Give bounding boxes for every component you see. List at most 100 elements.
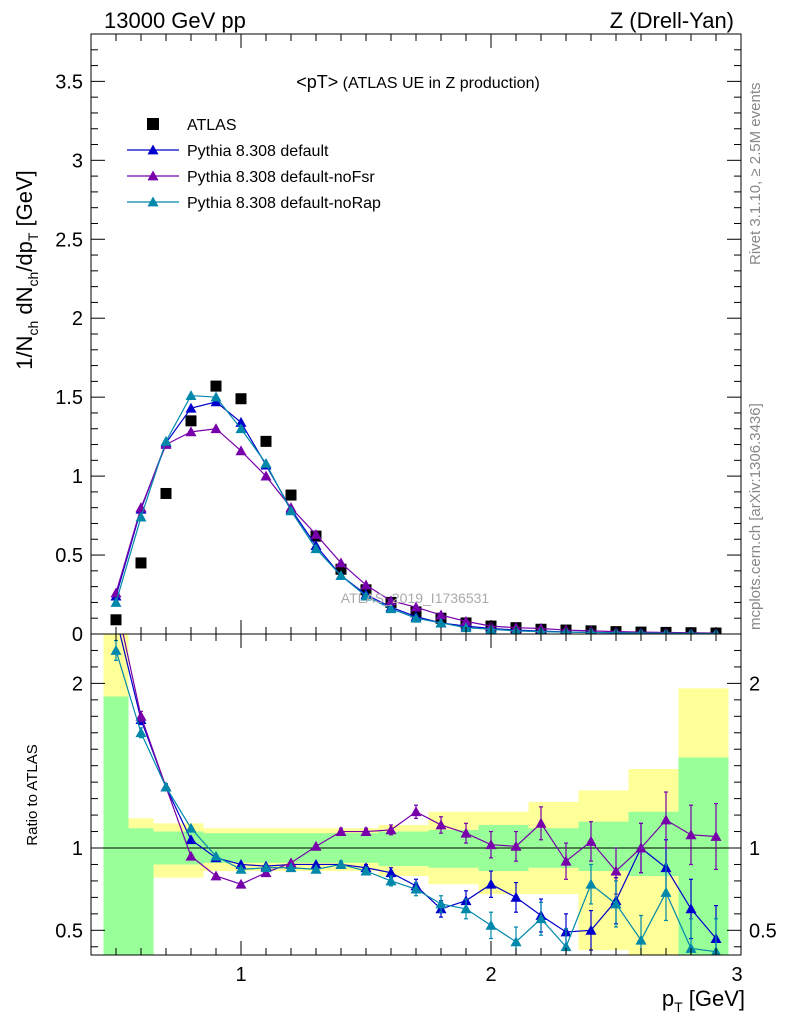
- default-ratio-point: [510, 891, 522, 902]
- noFsr-point: [235, 445, 247, 456]
- noRap-point: [210, 391, 222, 402]
- ratio-y-tick-label: 0.5: [55, 920, 83, 942]
- noFsr-point: [360, 579, 372, 590]
- noFsr-ratio-point: [210, 870, 222, 881]
- noRap-point: [335, 570, 347, 580]
- ratio-inner-band: [128, 828, 154, 955]
- noRap-ratio-point: [335, 858, 347, 869]
- noFsr-point: [435, 609, 447, 620]
- noRap-point: [260, 457, 272, 468]
- noRap-ratio-point: [160, 781, 172, 792]
- chart-title: <pT> (ATLAS UE in Z production): [296, 72, 540, 92]
- default-ratio-point: [385, 867, 397, 878]
- atlas-data-point: [135, 557, 147, 569]
- legend-label: Pythia 8.308 default-noRap: [187, 195, 381, 212]
- atlas-data-point: [210, 380, 222, 392]
- noRap-ratio-point: [635, 934, 647, 945]
- noFsr-ratio-point: [435, 819, 447, 830]
- main-y-tick-label: 1: [72, 466, 83, 488]
- main-panel: 0 0.5 1 1.5 2 2.5 3 3.5 <pT> (ATLAS UE in Z pro…: [12, 33, 742, 646]
- main-y-tick-label: 3: [72, 150, 83, 172]
- legend: ATLAS Pythia 8.308 default Pythia 8.308 de…: [127, 117, 381, 212]
- noFsr-ratio-point: [310, 840, 322, 851]
- noRap-ratio-point: [185, 822, 197, 833]
- noRap-ratio-point: [360, 865, 372, 876]
- noFsr-ratio-point: [460, 827, 472, 838]
- noFsr-point: [410, 601, 422, 612]
- header-beam-label: 13000 GeV pp: [104, 8, 246, 33]
- noFsr-ratio-point: [135, 710, 147, 721]
- noRap-ratio-point: [410, 883, 422, 894]
- main-y-tick-label: 3.5: [55, 71, 83, 93]
- ratio-y-axis-label: Ratio to ATLAS: [24, 744, 41, 845]
- main-y-tick-label: 2: [72, 308, 83, 330]
- legend-label: ATLAS: [187, 117, 237, 134]
- noRap-ratio-point: [485, 919, 497, 930]
- noRap-point: [360, 590, 372, 601]
- header-process-label: Z (Drell-Yan): [610, 8, 734, 33]
- mcplots-label: mcplots.cern.ch [arXiv:1306.3436]: [747, 403, 764, 630]
- default-ratio-point: [185, 834, 197, 845]
- legend-marker-default: [147, 144, 159, 155]
- ratio-axis-ticks: 0.5 0.5 1 1 2 2 1 2 3: [55, 634, 777, 986]
- x-tick-label: 1: [235, 964, 246, 986]
- x-axis-label: pT [GeV]: [662, 986, 745, 1015]
- noFsr-ratio-point: [360, 826, 372, 836]
- ratio-panel: 0.5 0.5 1 1 2 2 1 2 3 Ratio to ATLAS pT [GeV]: [24, 633, 777, 1015]
- noFsr-ratio-point: [710, 830, 722, 841]
- noRap-point: [235, 423, 247, 434]
- noRap-ratio-point: [560, 941, 572, 952]
- noRap-ratio-point: [510, 936, 522, 947]
- x-axis-label-subscript: T: [674, 999, 683, 1015]
- atlas-data-point: [260, 435, 272, 447]
- noFsr-ratio-point: [685, 829, 697, 840]
- noRap-point: [310, 543, 322, 554]
- atlas-data-point: [235, 393, 247, 405]
- chart-title-main: <pT>: [296, 72, 338, 92]
- main-y-tick-label: 0.5: [55, 545, 83, 567]
- legend-label: Pythia 8.308 default-noFsr: [187, 169, 375, 186]
- noFsr-ratio-point: [485, 839, 497, 850]
- noFsr-ratio-point: [585, 835, 597, 846]
- x-axis-label-unit: [GeV]: [683, 986, 745, 1011]
- x-tick-label: 2: [485, 964, 496, 986]
- legend-marker-atlas: [147, 118, 159, 130]
- noRap-point: [185, 390, 197, 400]
- noRap-ratio-point: [385, 875, 397, 886]
- ratio-y-tick-label-right: 1: [749, 838, 760, 860]
- noRap-point: [160, 435, 172, 446]
- noFsr-ratio-point: [235, 878, 247, 889]
- x-tick-label: 3: [731, 964, 742, 986]
- ratio-data-marks: [110, 634, 722, 955]
- noRap-ratio-point: [610, 898, 622, 909]
- atlas-data-point: [110, 614, 122, 626]
- x-axis-label-symbol: p: [662, 986, 674, 1011]
- default-ratio-point: [685, 903, 697, 914]
- ratio-inner-band: [378, 831, 404, 867]
- noRap-ratio-point: [235, 863, 247, 874]
- noRap-point: [435, 617, 447, 628]
- noFsr-ratio-point: [385, 824, 397, 835]
- noFsr-ratio-point: [635, 842, 647, 853]
- analysis-watermark: ATLAS_2019_I1736531: [341, 590, 490, 606]
- noRap-point: [410, 612, 422, 623]
- noRap-point: [385, 603, 397, 614]
- default-ratio-point: [485, 878, 497, 889]
- ratio-y-tick-label-right: 2: [749, 673, 760, 695]
- rivet-version-label: Rivet 3.1.10, ≥ 2.5M events: [747, 83, 764, 266]
- ratio-inner-band: [428, 829, 454, 868]
- noRap-point: [135, 511, 147, 522]
- atlas-data-point: [335, 563, 347, 575]
- noRap-point: [285, 505, 297, 516]
- atlas-data-point: [285, 489, 297, 501]
- noFsr-ratio-point: [510, 840, 522, 851]
- noRap-ratio-point: [585, 878, 597, 889]
- noRap-ratio-point: [110, 644, 122, 655]
- default-ratio-point: [585, 924, 597, 935]
- noRap-point: [110, 596, 122, 607]
- legend-marker-noFsr: [147, 170, 159, 181]
- noFsr-ratio-point: [185, 850, 197, 861]
- noRap-ratio-point: [685, 942, 697, 953]
- noRap-ratio-point: [135, 727, 147, 738]
